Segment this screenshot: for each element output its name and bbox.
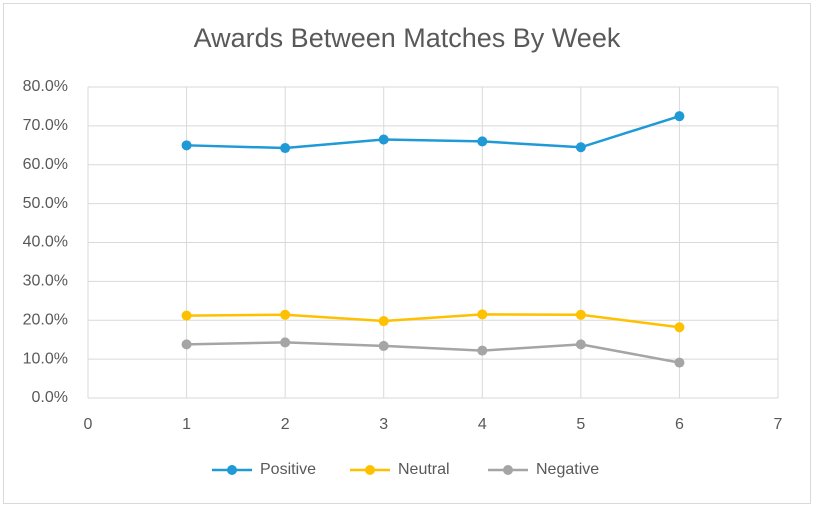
data-point	[181, 310, 192, 321]
data-point	[674, 322, 685, 333]
legend-marker	[227, 465, 237, 475]
data-point	[674, 357, 685, 368]
data-point	[280, 143, 291, 154]
x-tick-label: 4	[478, 416, 487, 433]
x-tick-label: 1	[182, 416, 191, 433]
data-point	[181, 140, 192, 151]
y-tick-label: 10.0%	[23, 350, 68, 367]
data-point	[280, 309, 291, 320]
series-line	[186, 341, 680, 364]
y-tick-label: 0.0%	[32, 389, 68, 406]
data-point	[575, 142, 586, 153]
legend-label: Positive	[260, 461, 316, 478]
data-point	[674, 111, 685, 122]
x-tick-label: 0	[84, 416, 93, 433]
legend-marker	[503, 465, 513, 475]
chart-border	[3, 3, 811, 504]
y-tick-label: 20.0%	[23, 311, 68, 328]
legend-label: Neutral	[398, 461, 450, 478]
data-point	[575, 339, 586, 350]
x-tick-label: 6	[675, 416, 684, 433]
y-tick-label: 50.0%	[23, 195, 68, 212]
data-point	[378, 134, 389, 145]
y-tick-label: 40.0%	[23, 234, 68, 251]
x-tick-label: 7	[774, 416, 783, 433]
data-point	[181, 339, 192, 350]
data-point	[280, 337, 291, 348]
data-point	[477, 345, 488, 356]
y-tick-label: 70.0%	[23, 117, 68, 134]
legend-label: Negative	[536, 461, 599, 478]
chart-title: Awards Between Matches By Week	[194, 23, 621, 53]
x-tick-label: 3	[379, 416, 388, 433]
data-point	[575, 309, 586, 320]
x-tick-label: 5	[576, 416, 585, 433]
data-point	[378, 316, 389, 327]
legend-marker	[365, 465, 375, 475]
data-point	[378, 340, 389, 351]
y-tick-label: 30.0%	[23, 273, 68, 290]
data-point	[477, 309, 488, 320]
series-line	[186, 114, 680, 150]
data-point	[477, 136, 488, 147]
y-tick-label: 60.0%	[23, 156, 68, 173]
series-line	[186, 313, 680, 329]
x-tick-label: 2	[281, 416, 290, 433]
y-tick-label: 80.0%	[23, 78, 68, 95]
